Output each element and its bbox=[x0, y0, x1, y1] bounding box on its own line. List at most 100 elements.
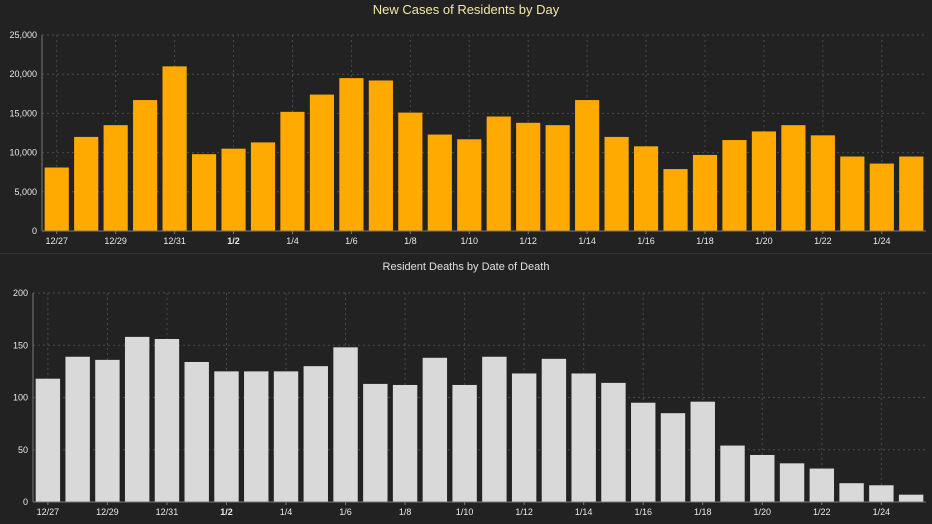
deaths-x-tick-label: 1/22 bbox=[813, 507, 831, 517]
deaths-bar-12-29 bbox=[95, 359, 120, 502]
cases-x-tick-label: 1/8 bbox=[404, 236, 417, 246]
cases-x-tick-label: 1/24 bbox=[873, 236, 891, 246]
panel-divider bbox=[0, 253, 932, 254]
cases-x-tick-label: 12/27 bbox=[45, 236, 68, 246]
new-cases-bar-chart: New Cases of Residents by Day 0 5,000 10,00… bbox=[9, 2, 926, 246]
cases-bar-1-11 bbox=[486, 116, 511, 231]
deaths-x-tick-label: 1/18 bbox=[694, 507, 712, 517]
cases-bar-1-21 bbox=[781, 125, 806, 231]
cases-x-tick-label: 1/4 bbox=[286, 236, 299, 246]
cases-y-tick-label: 10,000 bbox=[9, 148, 37, 158]
deaths-bar-1-12 bbox=[511, 373, 537, 502]
deaths-x-tick-label: 12/31 bbox=[156, 507, 179, 517]
cases-x-tick-label: 1/10 bbox=[461, 236, 479, 246]
deaths-bar-1-22 bbox=[809, 468, 835, 502]
deaths-bar-1-7 bbox=[363, 383, 388, 502]
cases-bar-1-3 bbox=[250, 142, 276, 231]
cases-x-tick-label: 1/16 bbox=[637, 236, 655, 246]
cases-bar-1-24 bbox=[869, 163, 894, 231]
cases-x-tick-label: 1/22 bbox=[814, 236, 832, 246]
deaths-bar-1-17 bbox=[660, 413, 686, 502]
deaths-x-tick-label: 1/8 bbox=[399, 507, 412, 517]
deaths-bar-1-15 bbox=[601, 382, 626, 502]
deaths-x-tick-label: 1/16 bbox=[634, 507, 652, 517]
cases-bar-12-31 bbox=[162, 66, 187, 231]
deaths-chart-title: Resident Deaths by Date of Death bbox=[383, 261, 550, 273]
cases-bar-1-17 bbox=[663, 169, 688, 231]
deaths-bar-1-3 bbox=[244, 371, 269, 502]
deaths-bar-1-2 bbox=[214, 371, 239, 502]
deaths-x-tick-label: 1/14 bbox=[575, 507, 593, 517]
deaths-y-tick-label: 200 bbox=[13, 288, 28, 298]
cases-bar-1-12 bbox=[516, 122, 541, 231]
cases-chart-title: New Cases of Residents by Day bbox=[373, 2, 560, 17]
deaths-y-tick-label: 0 bbox=[23, 497, 28, 507]
cases-x-tick-label: 1/2 bbox=[227, 236, 240, 246]
deaths-bar-1-19 bbox=[720, 445, 745, 502]
deaths-bar-1-10 bbox=[452, 384, 477, 502]
cases-y-tick-label: 25,000 bbox=[9, 30, 37, 40]
cases-y-tick-label: 0 bbox=[32, 226, 37, 236]
cases-bar-1-22 bbox=[810, 135, 835, 231]
deaths-x-tick-label: 12/29 bbox=[96, 507, 119, 517]
deaths-bar-12-28 bbox=[65, 356, 90, 502]
cases-bar-1-2 bbox=[221, 148, 246, 231]
deaths-bar-1-21 bbox=[779, 463, 805, 502]
cases-bar-1-16 bbox=[633, 146, 659, 231]
cases-x-tick-label: 1/6 bbox=[345, 236, 358, 246]
cases-bar-1-23 bbox=[840, 156, 865, 231]
cases-bar-12-30 bbox=[133, 100, 158, 232]
cases-bar-1-4 bbox=[280, 111, 305, 231]
deaths-bar-1-1 bbox=[184, 361, 209, 502]
deaths-x-tick-label: 1/2 bbox=[220, 507, 233, 517]
deaths-chart-panel: Resident Deaths by Date of Death 0 50 100 15… bbox=[0, 256, 932, 524]
cases-bar-1-15 bbox=[604, 136, 629, 231]
cases-y-tick-label: 20,000 bbox=[9, 69, 37, 79]
cases-bar-1-9 bbox=[427, 134, 452, 231]
cases-bar-1-18 bbox=[692, 154, 718, 231]
cases-bar-1-7 bbox=[368, 80, 393, 231]
deaths-bar-1-25 bbox=[898, 494, 924, 502]
deaths-y-tick-label: 100 bbox=[13, 393, 28, 403]
deaths-bar-1-6 bbox=[333, 347, 358, 502]
resident-deaths-bar-chart: Resident Deaths by Date of Death 0 50 100 15… bbox=[13, 261, 926, 517]
cases-x-tick-label: 12/29 bbox=[104, 236, 127, 246]
deaths-bar-1-24 bbox=[869, 485, 894, 502]
deaths-bar-1-11 bbox=[482, 356, 507, 502]
deaths-bar-1-8 bbox=[392, 384, 418, 502]
deaths-bar-1-20 bbox=[750, 454, 775, 502]
cases-bar-12-28 bbox=[74, 136, 99, 231]
cases-x-tick-label: 1/14 bbox=[578, 236, 596, 246]
cases-bar-1-6 bbox=[339, 78, 364, 232]
cases-bar-1-8 bbox=[398, 112, 423, 231]
cases-x-tick-label: 1/18 bbox=[696, 236, 714, 246]
deaths-bar-1-4 bbox=[273, 371, 299, 502]
deaths-bar-1-16 bbox=[631, 402, 656, 502]
deaths-x-tick-label: 1/6 bbox=[339, 507, 352, 517]
deaths-bar-1-14 bbox=[571, 373, 596, 502]
new-cases-chart-panel: New Cases of Residents by Day 0 5,000 10,00… bbox=[0, 0, 932, 252]
deaths-bar-1-18 bbox=[690, 401, 715, 502]
cases-x-tick-label: 1/12 bbox=[519, 236, 537, 246]
deaths-bar-1-5 bbox=[303, 366, 328, 502]
cases-x-tick-label: 12/31 bbox=[163, 236, 186, 246]
deaths-y-tick-label: 150 bbox=[13, 340, 28, 350]
cases-bar-1-19 bbox=[722, 140, 747, 231]
cases-bar-1-25 bbox=[899, 156, 924, 231]
deaths-x-tick-label: 1/24 bbox=[873, 507, 891, 517]
deaths-bar-1-23 bbox=[839, 483, 864, 502]
deaths-x-tick-label: 1/20 bbox=[754, 507, 772, 517]
deaths-bar-1-13 bbox=[541, 358, 567, 502]
cases-bar-12-29 bbox=[103, 125, 128, 231]
cases-bar-1-10 bbox=[457, 139, 482, 231]
cases-bar-1-5 bbox=[309, 94, 335, 231]
deaths-bar-12-31 bbox=[154, 338, 180, 502]
deaths-bar-12-27 bbox=[35, 378, 61, 502]
cases-bar-12-27 bbox=[44, 167, 69, 231]
deaths-y-tick-label: 50 bbox=[18, 445, 28, 455]
deaths-x-tick-label: 1/12 bbox=[515, 507, 533, 517]
cases-bar-1-1 bbox=[191, 154, 217, 231]
cases-y-tick-label: 5,000 bbox=[14, 187, 37, 197]
deaths-x-tick-label: 1/4 bbox=[280, 507, 293, 517]
